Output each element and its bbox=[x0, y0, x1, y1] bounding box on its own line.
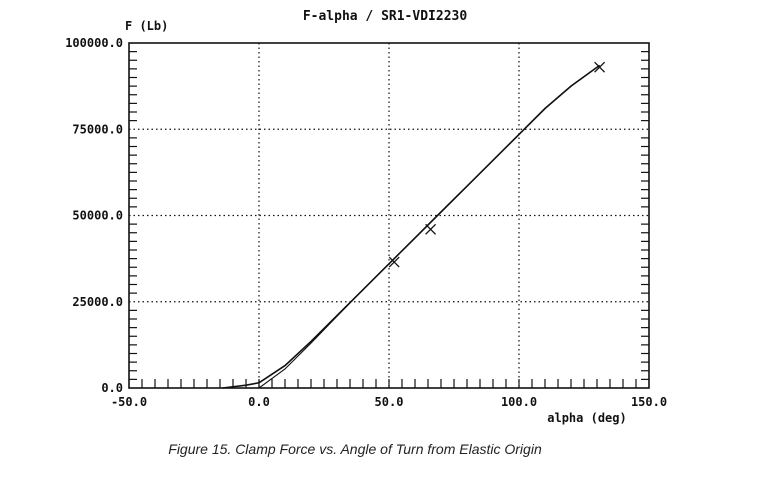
y-tick-labels: 0.0 25000.0 50000.0 75000.0 100000.0 bbox=[65, 36, 123, 395]
series-line-elastic bbox=[258, 64, 600, 389]
y-tick-label: 50000.0 bbox=[72, 209, 123, 223]
grid bbox=[129, 43, 649, 388]
marker-stroke bbox=[388, 256, 400, 268]
marker-stroke bbox=[425, 223, 437, 235]
x-tick-label: 100.0 bbox=[501, 395, 537, 409]
x-tick-label: 150.0 bbox=[631, 395, 667, 409]
data-marker bbox=[388, 256, 400, 268]
y-axis-label: F (Lb) bbox=[125, 19, 168, 33]
x-tick-labels: -50.0 0.0 50.0 100.0 150.0 bbox=[111, 395, 667, 409]
y-tick-label: 100000.0 bbox=[65, 36, 123, 50]
x-axis-label: alpha (deg) bbox=[547, 411, 626, 425]
series-line-measured bbox=[222, 64, 601, 389]
figure-caption: Figure 15. Clamp Force vs. Angle of Turn… bbox=[168, 441, 542, 457]
marker-group bbox=[388, 61, 606, 268]
y-tick-label: 25000.0 bbox=[72, 295, 123, 309]
series-group bbox=[222, 64, 601, 389]
y-tick-label: 0.0 bbox=[101, 381, 123, 395]
chart-title: F-alpha / SR1-VDI2230 bbox=[303, 9, 468, 24]
x-tick-label: -50.0 bbox=[111, 395, 147, 409]
x-tick-label: 0.0 bbox=[248, 395, 270, 409]
marker-stroke bbox=[594, 61, 606, 73]
data-marker bbox=[594, 61, 606, 73]
y-tick-label: 75000.0 bbox=[72, 122, 123, 136]
data-marker bbox=[425, 223, 437, 235]
x-tick-label: 50.0 bbox=[375, 395, 404, 409]
